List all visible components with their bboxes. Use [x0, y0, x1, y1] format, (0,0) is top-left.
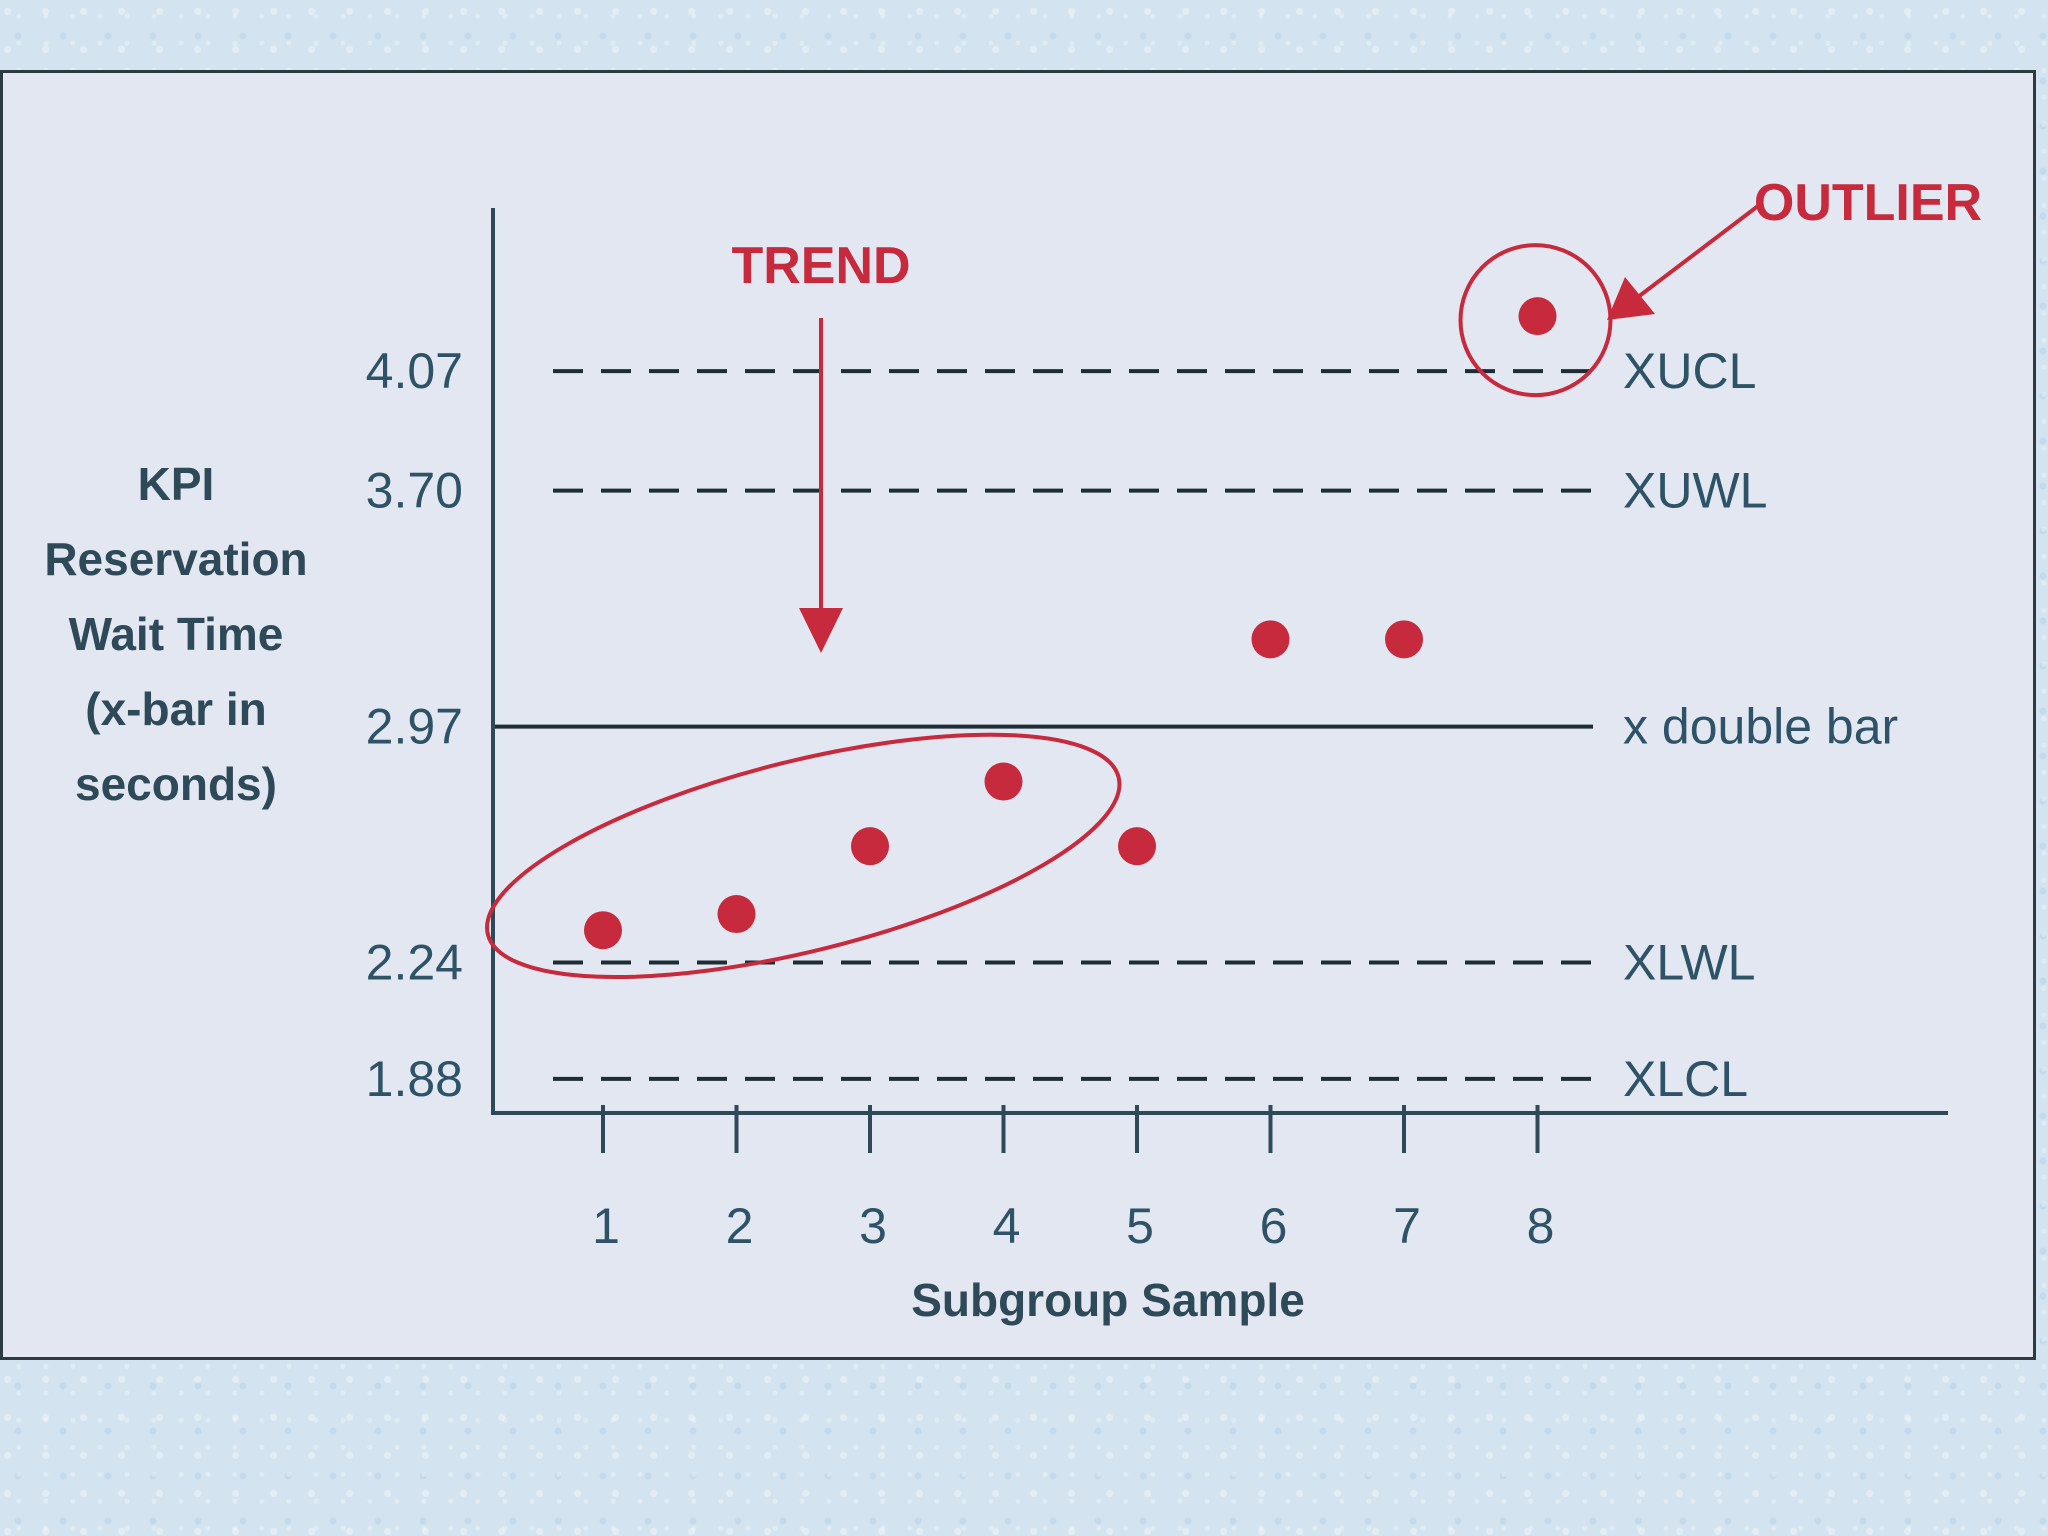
y-tick-label: 3.70 — [366, 463, 463, 519]
trend-ellipse — [485, 732, 1122, 980]
axes — [491, 208, 1948, 1115]
y-axis-title-line: Wait Time — [69, 608, 284, 660]
y-axis-title-line: (x-bar in — [85, 683, 266, 735]
trend-arrow-head — [799, 608, 843, 653]
y-axis-title: KPI Reservation Wait Time (x-bar in seconds) — [44, 458, 307, 810]
control-chart: KPI Reservation Wait Time (x-bar in seconds)… — [44, 174, 1982, 1326]
y-tick-label: 2.24 — [366, 935, 463, 991]
reference-line-label: XUCL — [1623, 343, 1756, 399]
trend-annotation-label: TREND — [731, 237, 910, 295]
x-tick-label: 6 — [1260, 1198, 1288, 1254]
data-point — [717, 895, 756, 934]
data-point — [984, 762, 1023, 801]
reference-line-label: x double bar — [1623, 699, 1898, 755]
y-tick-label: 2.97 — [366, 699, 463, 755]
data-point — [1251, 620, 1290, 659]
y-ticks: 4.07 3.70 2.97 2.24 1.88 — [366, 343, 463, 1107]
reference-line-label: XLCL — [1623, 1051, 1748, 1107]
reference-line-label: XLWL — [1623, 935, 1755, 991]
control-chart-panel: KPI Reservation Wait Time (x-bar in seconds)… — [0, 70, 2036, 1360]
y-axis-title-line: seconds) — [75, 758, 277, 810]
data-points — [584, 297, 1557, 950]
y-tick-label: 1.88 — [366, 1051, 463, 1107]
x-tick-label: 3 — [859, 1198, 887, 1254]
outlier-circle — [1458, 243, 1613, 398]
data-point — [1518, 297, 1557, 336]
annotations: TREND OUTLIER — [485, 174, 1982, 980]
y-tick-label: 4.07 — [366, 343, 463, 399]
x-tick-label: 4 — [993, 1198, 1021, 1254]
reference-lines: XUCL XUWL x double bar XLWL XLCL — [493, 343, 1898, 1107]
x-tick-label: 1 — [592, 1198, 620, 1254]
outlier-arrow-shaft — [1636, 204, 1760, 299]
y-axis-title-line: Reservation — [44, 533, 307, 585]
x-tick-label: 8 — [1527, 1198, 1555, 1254]
data-point — [851, 827, 889, 866]
x-tick-label: 7 — [1393, 1198, 1421, 1254]
x-tick-label: 2 — [726, 1198, 754, 1254]
data-point — [584, 911, 622, 950]
y-axis-title-line: KPI — [138, 458, 215, 510]
outlier-arrow-head — [1607, 277, 1655, 320]
x-ticks: 1 2 3 4 5 6 7 8 — [592, 1105, 1554, 1254]
data-point — [1118, 827, 1156, 866]
reference-line-label: XUWL — [1623, 463, 1767, 519]
x-axis-title: Subgroup Sample — [911, 1274, 1305, 1326]
x-tick-label: 5 — [1126, 1198, 1154, 1254]
outlier-annotation-label: OUTLIER — [1754, 174, 1982, 232]
data-point — [1385, 620, 1423, 659]
